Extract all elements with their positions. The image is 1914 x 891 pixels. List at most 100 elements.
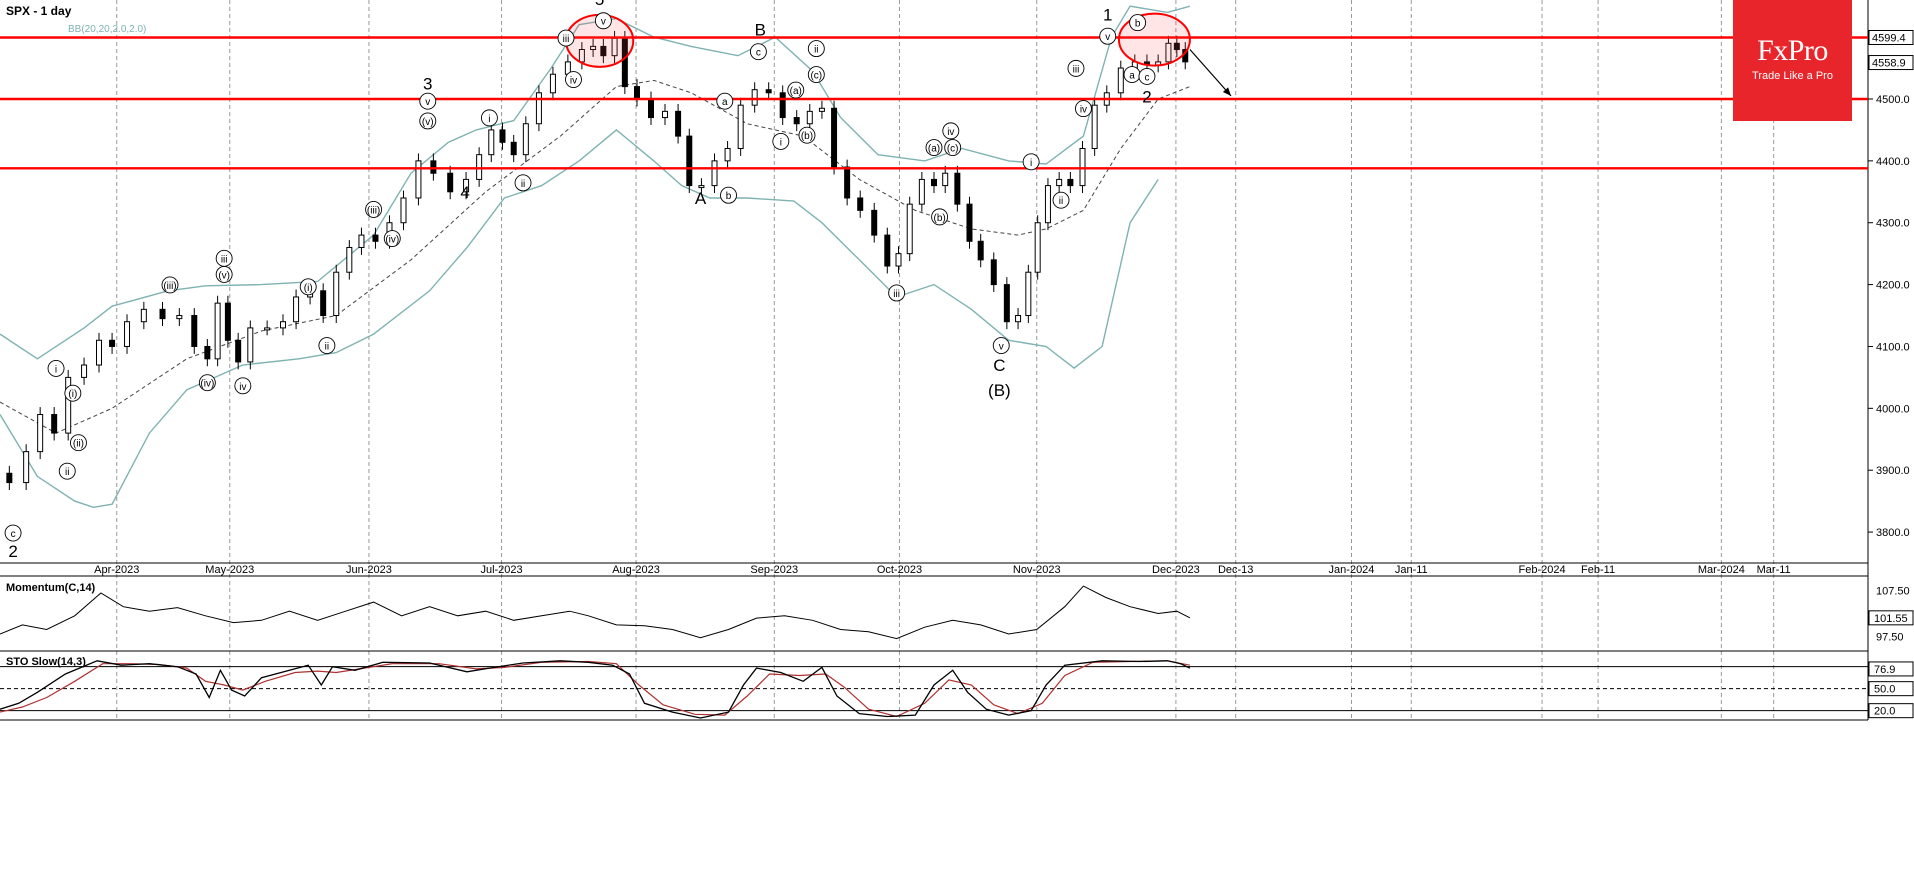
fxpro-logo: FxPro Trade Like a Pro [1733, 0, 1852, 121]
wave-label-circle [944, 139, 962, 157]
momentum-title: Momentum(C,14) [6, 582, 96, 594]
price-y-tick-label: 4000.0 [1876, 403, 1910, 415]
price-y-tick-label: 3900.0 [1876, 465, 1910, 477]
candle-down [235, 339, 242, 363]
wave-label-minor: i [1030, 158, 1032, 169]
wave-label-major: C [993, 356, 1005, 375]
projection-arrow-head [1222, 87, 1232, 96]
candle-up [737, 104, 744, 149]
candle-down [831, 107, 838, 168]
price-tag-box [1868, 29, 1914, 45]
candle-up [358, 234, 365, 248]
candle-down [191, 315, 198, 347]
wave-label-minor: c [1144, 72, 1149, 83]
candle-up [1091, 104, 1098, 149]
candle-down [765, 89, 772, 94]
wave-label-minor: iii [221, 254, 228, 265]
candle-up [1044, 185, 1051, 224]
brand-tagline: Trade Like a Pro [1752, 70, 1833, 82]
price-y-tick-label: 4400.0 [1876, 156, 1910, 168]
candle-up [463, 178, 470, 193]
candle-up [1034, 222, 1041, 273]
candle-up [124, 321, 131, 347]
wave-label-circle [318, 337, 336, 355]
wave-label-circle [931, 208, 949, 226]
wave-label-minor: (v) [218, 270, 230, 281]
x-axis-label: Dec-2023 [1152, 564, 1200, 576]
wave-label-circle [1129, 14, 1147, 32]
candle-down [779, 92, 786, 119]
wave-label-circle [992, 337, 1010, 355]
wave-label-minor: v [999, 342, 1004, 353]
wave-label-major: A [695, 189, 707, 208]
wave-label-major: 5 [595, 0, 604, 9]
candle-up [1025, 271, 1032, 317]
price-y-tick-label: 4100.0 [1876, 341, 1910, 353]
wave-label-circle [1022, 153, 1040, 171]
candle-up [662, 110, 669, 119]
price-tag-label: 4599.4 [1872, 32, 1906, 44]
candle-up [522, 123, 529, 156]
wave-label-minor: (v) [422, 117, 434, 128]
candle-up [23, 451, 30, 484]
momentum-value-label: 101.55 [1874, 613, 1908, 625]
x-axis-label: Sep-2023 [750, 564, 798, 576]
wave-label-minor: a [722, 97, 728, 108]
candle-up [346, 246, 353, 273]
momentum-value-box [1868, 610, 1914, 626]
candle-down [6, 472, 13, 484]
candle-up [918, 178, 925, 205]
wave-label-minor: c [756, 48, 761, 59]
candle-up [590, 45, 597, 50]
candle-up [1117, 67, 1124, 94]
wave-label-major: 1 [1103, 5, 1112, 24]
x-axis-label: Dec-13 [1218, 564, 1253, 576]
price-y-tick-label: 3800.0 [1876, 527, 1910, 539]
candle-down [871, 209, 878, 236]
candle-down [931, 178, 937, 187]
wave-label-circle [234, 377, 252, 395]
wave-label-minor: iv [1080, 105, 1087, 116]
candle-down [675, 110, 682, 137]
wave-label-circle [1074, 100, 1092, 118]
x-axis-label: Mar-2024 [1698, 564, 1745, 576]
x-axis-label: Jun-2023 [346, 564, 392, 576]
wave-label-minor: (iv) [200, 379, 214, 390]
x-axis-label: Jul-2023 [480, 564, 522, 576]
momentum-y-tick-label: 97.50 [1876, 631, 1904, 643]
moving-average-line [0, 79, 1191, 434]
stochastic-tick-box [1868, 661, 1914, 677]
candle-up [65, 376, 72, 434]
price-tag-box [1868, 55, 1914, 71]
x-axis-label: Nov-2023 [1013, 564, 1061, 576]
wave-label-minor: (a) [790, 86, 802, 97]
candle-down [954, 172, 961, 205]
wave-label-major: 2 [1142, 88, 1151, 107]
wave-label-minor: c [11, 529, 16, 540]
x-axis-label: Aug-2023 [612, 564, 660, 576]
stochastic-title: STO Slow(14,3) [6, 656, 86, 668]
candle-down [499, 129, 506, 143]
wave-label-minor: (b) [801, 131, 813, 142]
wave-label-minor: iii [563, 34, 570, 45]
wave-label-minor: v [601, 17, 606, 28]
candle-down [109, 339, 116, 347]
wave-label-minor: (i) [304, 283, 313, 294]
wave-label-circle [480, 109, 498, 127]
candle-down [204, 345, 211, 360]
wave-label-circle [716, 92, 734, 110]
wave-label-major: (B) [988, 381, 1011, 400]
wave-label-major: B [755, 20, 766, 39]
x-axis-label: May-2023 [205, 564, 254, 576]
wave-label-circle [720, 186, 737, 204]
candle-up [293, 296, 300, 323]
wave-label-circle [557, 29, 575, 47]
candle-down [844, 166, 851, 199]
candle-down [600, 45, 607, 57]
candle-up [806, 110, 813, 125]
wave-label-circle [1067, 59, 1085, 77]
candle-up [476, 154, 483, 180]
projection-arrow-line [1189, 49, 1232, 97]
price-y-tick-label: 4500.0 [1876, 94, 1910, 106]
